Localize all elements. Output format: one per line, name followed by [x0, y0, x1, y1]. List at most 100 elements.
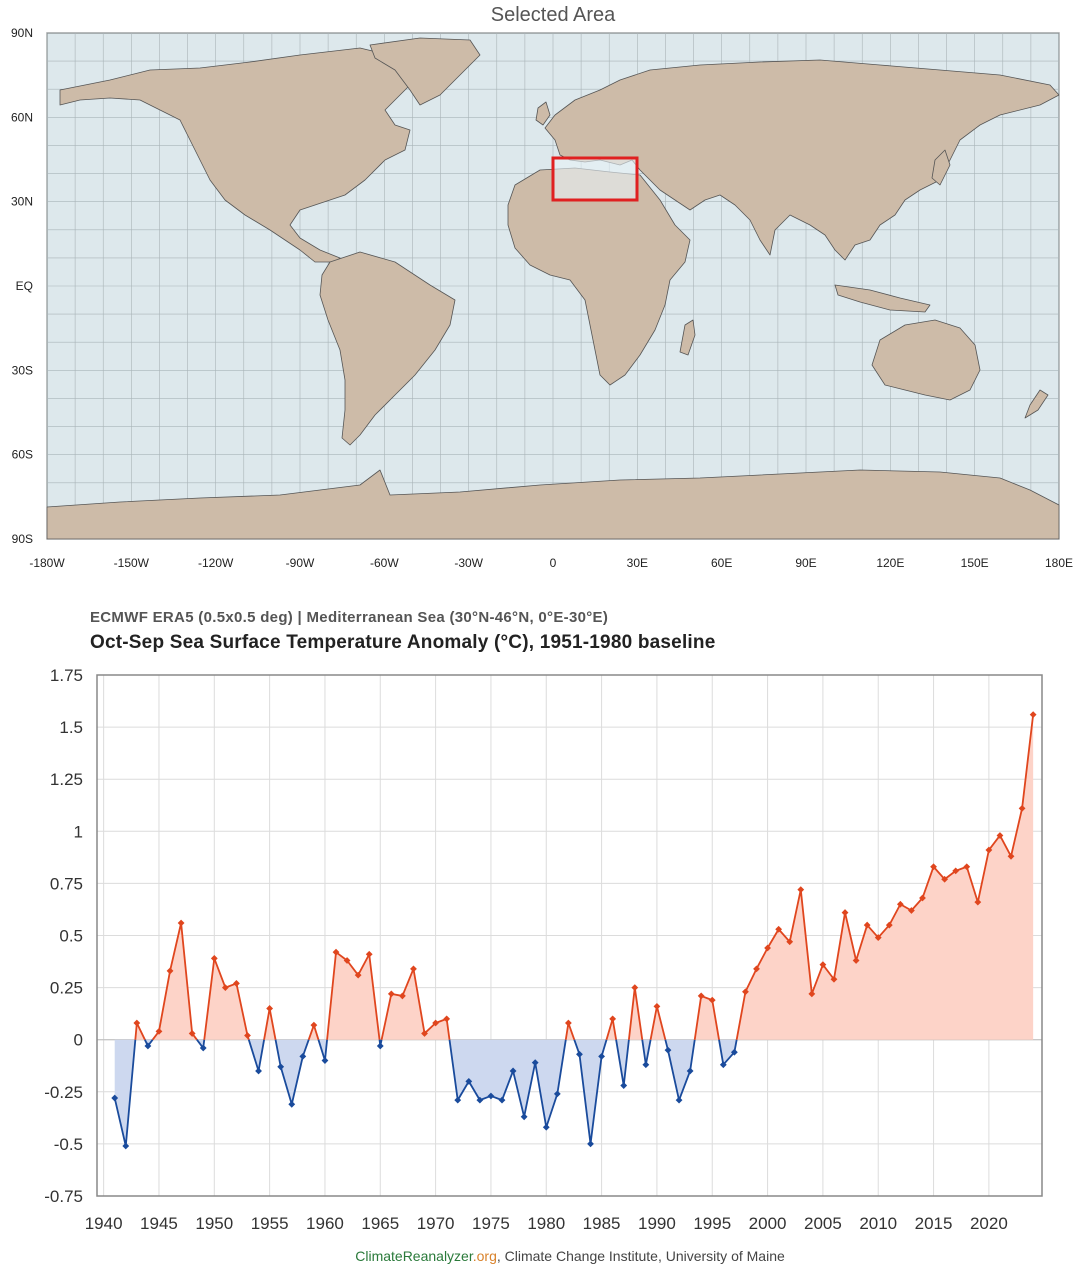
data-point[interactable]	[531, 1059, 539, 1067]
data-point[interactable]	[376, 1042, 384, 1050]
data-point[interactable]	[930, 863, 937, 871]
data-point[interactable]	[841, 909, 849, 916]
positive-area-fill	[650, 1006, 666, 1040]
data-point[interactable]	[819, 961, 827, 969]
data-point[interactable]	[144, 1042, 152, 1050]
data-point[interactable]	[553, 1090, 561, 1098]
data-point[interactable]	[111, 1094, 119, 1102]
footer-brand[interactable]: ClimateReanalyzer	[355, 1248, 473, 1264]
data-point[interactable]	[155, 1027, 163, 1035]
data-point[interactable]	[797, 886, 805, 894]
data-point[interactable]	[210, 955, 218, 962]
data-point[interactable]	[708, 996, 716, 1004]
data-point[interactable]	[664, 1046, 672, 1054]
data-point[interactable]	[620, 1082, 628, 1089]
negative-series-line	[317, 1039, 328, 1062]
data-point[interactable]	[631, 984, 639, 991]
data-point[interactable]	[410, 965, 417, 973]
chart-subtitle: ECMWF ERA5 (0.5x0.5 deg) | Mediterranean…	[90, 609, 609, 626]
data-point[interactable]	[941, 875, 949, 883]
selected-area-box[interactable]	[551, 156, 639, 202]
data-point[interactable]	[919, 894, 926, 902]
data-point[interactable]	[1018, 804, 1026, 812]
data-point[interactable]	[974, 898, 982, 906]
data-point[interactable]	[387, 990, 395, 998]
data-point[interactable]	[609, 1015, 617, 1023]
data-point[interactable]	[354, 971, 362, 979]
data-point[interactable]	[863, 921, 871, 929]
negative-area-fill	[449, 1039, 566, 1128]
positive-area-fill	[327, 952, 380, 1040]
data-point[interactable]	[697, 992, 705, 1000]
data-point[interactable]	[564, 1019, 572, 1027]
data-point[interactable]	[465, 1077, 473, 1085]
data-point[interactable]	[122, 1142, 130, 1150]
x-tick-label: 2015	[915, 1214, 953, 1233]
data-point[interactable]	[598, 1052, 605, 1060]
data-point[interactable]	[454, 1096, 462, 1104]
data-point[interactable]	[520, 1113, 528, 1121]
data-point[interactable]	[896, 900, 904, 908]
data-point[interactable]	[288, 1100, 296, 1108]
data-point[interactable]	[199, 1044, 207, 1052]
data-point[interactable]	[321, 1057, 329, 1064]
data-point[interactable]	[1007, 852, 1015, 860]
data-point[interactable]	[874, 934, 882, 941]
data-point[interactable]	[542, 1123, 550, 1131]
negative-area-fill	[114, 1039, 136, 1146]
data-point[interactable]	[133, 1019, 141, 1027]
data-point[interactable]	[332, 948, 340, 956]
data-point[interactable]	[266, 1005, 274, 1012]
data-point[interactable]	[365, 950, 373, 958]
data-point[interactable]	[498, 1096, 506, 1104]
data-point[interactable]	[730, 1048, 738, 1056]
data-point[interactable]	[963, 863, 971, 871]
data-point[interactable]	[587, 1140, 594, 1148]
data-point[interactable]	[742, 988, 749, 996]
data-point[interactable]	[166, 967, 174, 975]
data-point[interactable]	[343, 957, 351, 964]
data-point[interactable]	[908, 907, 915, 914]
data-point[interactable]	[719, 1061, 727, 1069]
data-point[interactable]	[221, 984, 229, 991]
data-point[interactable]	[686, 1067, 694, 1075]
data-point[interactable]	[885, 921, 893, 929]
data-point[interactable]	[642, 1061, 650, 1069]
data-point[interactable]	[244, 1032, 251, 1039]
data-point[interactable]	[421, 1030, 428, 1037]
data-point[interactable]	[399, 992, 406, 1000]
data-point[interactable]	[509, 1067, 517, 1075]
positive-series-line	[628, 986, 644, 1040]
data-point[interactable]	[177, 919, 185, 927]
data-point[interactable]	[255, 1067, 262, 1075]
positive-area-fill	[381, 968, 450, 1040]
data-point[interactable]	[188, 1030, 196, 1037]
data-point[interactable]	[443, 1015, 451, 1023]
data-point[interactable]	[310, 1021, 318, 1029]
data-point[interactable]	[576, 1050, 583, 1058]
data-point[interactable]	[830, 975, 838, 983]
data-point[interactable]	[753, 965, 760, 973]
map-lon-label: 60E	[711, 556, 732, 570]
data-point[interactable]	[775, 925, 783, 933]
data-point[interactable]	[299, 1052, 307, 1060]
data-point[interactable]	[764, 944, 771, 952]
data-point[interactable]	[952, 867, 960, 875]
data-point[interactable]	[808, 990, 816, 998]
data-point[interactable]	[476, 1096, 484, 1104]
data-point[interactable]	[653, 1002, 661, 1010]
data-point[interactable]	[233, 980, 240, 987]
data-point[interactable]	[277, 1063, 285, 1071]
negative-area-fill	[719, 1039, 737, 1065]
positive-series-line	[134, 1022, 146, 1041]
data-point[interactable]	[996, 832, 1004, 839]
data-point[interactable]	[432, 1019, 440, 1027]
data-point[interactable]	[852, 957, 860, 964]
footer-tld[interactable]: .org	[472, 1248, 497, 1264]
data-point[interactable]	[985, 846, 993, 854]
data-point[interactable]	[786, 938, 794, 946]
data-point[interactable]	[1029, 711, 1037, 718]
data-point[interactable]	[487, 1092, 495, 1100]
negative-series-line	[113, 1039, 137, 1147]
data-point[interactable]	[675, 1096, 683, 1104]
